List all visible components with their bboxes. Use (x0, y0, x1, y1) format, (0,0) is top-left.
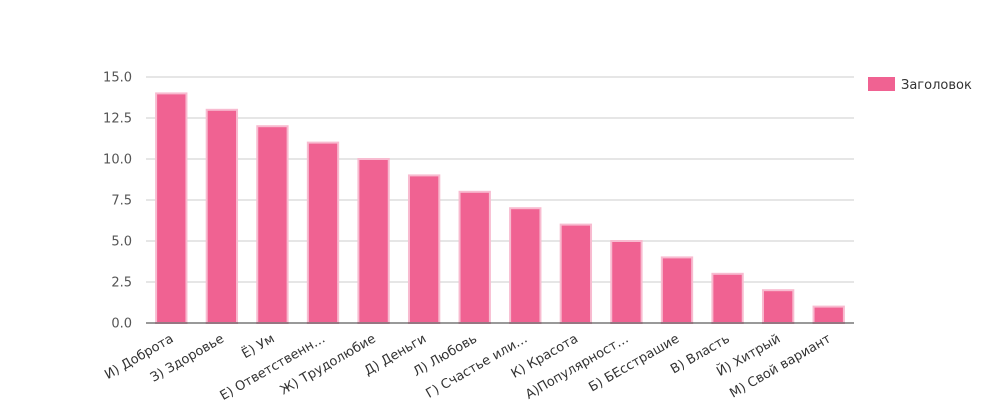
bar[interactable] (357, 158, 390, 324)
x-tick-label: Б) БЕсстрашие (586, 331, 682, 395)
y-tick-label: 10.0 (103, 153, 132, 168)
bar[interactable] (509, 207, 542, 324)
legend-swatch (868, 77, 895, 91)
y-tick-label: 7.5 (111, 194, 132, 209)
legend-label: Заголовок (901, 78, 972, 93)
bar[interactable] (660, 256, 694, 324)
x-tick-label: Ё) Ум (239, 331, 277, 362)
grid-layer (146, 76, 854, 283)
y-tick-label: 2.5 (111, 276, 132, 291)
bar[interactable] (306, 141, 340, 324)
bar[interactable] (458, 190, 491, 324)
bar[interactable] (407, 174, 441, 324)
legend[interactable]: Заголовок (868, 77, 972, 93)
y-tick-label: 12.5 (103, 112, 132, 127)
bars-layer (155, 92, 845, 325)
bar[interactable] (256, 125, 289, 324)
bar[interactable] (559, 223, 593, 325)
y-axis-ticks: 0.0 2.5 5.0 7.5 10.0 12.5 15.0 (103, 71, 132, 332)
bar[interactable] (761, 289, 795, 325)
y-tick-label: 15.0 (103, 71, 132, 86)
bar[interactable] (155, 92, 188, 325)
bar[interactable] (711, 272, 744, 324)
bar[interactable] (205, 108, 239, 324)
y-tick-label: 0.0 (111, 317, 132, 332)
bar[interactable] (610, 240, 643, 324)
bar[interactable] (812, 305, 845, 325)
y-tick-label: 5.0 (111, 235, 132, 250)
